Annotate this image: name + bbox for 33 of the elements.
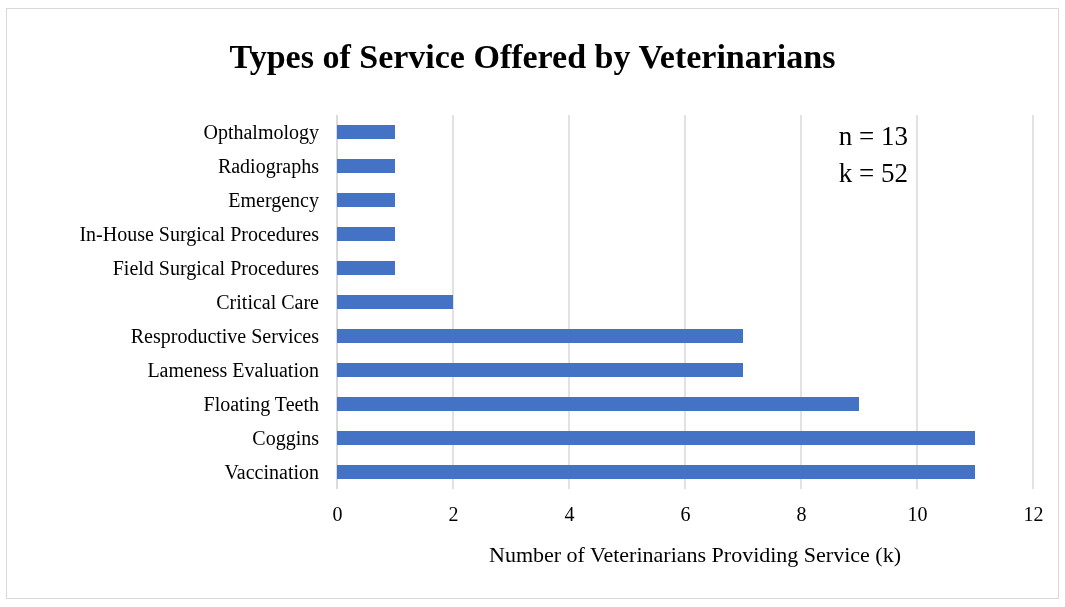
x-tick-label: 6 (680, 503, 691, 526)
y-tick-label: Emergency (228, 188, 319, 212)
bar (337, 295, 453, 309)
bar (337, 397, 859, 411)
y-tick-label: Lameness Evaluation (147, 358, 319, 381)
y-tick-label: In-House Surgical Procedures (79, 222, 320, 246)
x-tick-label: 12 (1023, 503, 1044, 526)
bar (337, 431, 975, 445)
chart-title: Types of Service Offered by Veterinarians (229, 38, 836, 75)
bar (337, 261, 395, 275)
y-tick-label: Floating Teeth (203, 392, 319, 416)
y-tick-label: Critical Care (216, 290, 320, 313)
bar (337, 465, 975, 479)
y-tick-label: Radiographs (217, 154, 320, 178)
annotation: k = 52 (838, 158, 908, 188)
y-tick-label: Resproductive Services (130, 324, 320, 348)
bar (337, 363, 743, 377)
bar (337, 193, 395, 207)
bar (337, 125, 395, 139)
y-tick-label: Coggins (252, 426, 320, 450)
bar (337, 227, 395, 241)
x-tick-label: 2 (448, 503, 459, 526)
x-tick-label: 4 (564, 503, 575, 526)
y-tick-label: Vaccination (224, 460, 319, 483)
annotation: n = 13 (838, 121, 908, 151)
x-tick-label: 8 (796, 503, 807, 526)
bar (337, 329, 743, 343)
y-tick-label: Opthalmology (203, 120, 319, 144)
bar (337, 159, 395, 173)
x-tick-label: 0 (332, 503, 343, 526)
x-axis-title: Number of Veterinarians Providing Service (k) (489, 542, 901, 567)
x-tick-label: 10 (907, 503, 928, 526)
y-tick-label: Field Surgical Procedures (112, 256, 320, 280)
